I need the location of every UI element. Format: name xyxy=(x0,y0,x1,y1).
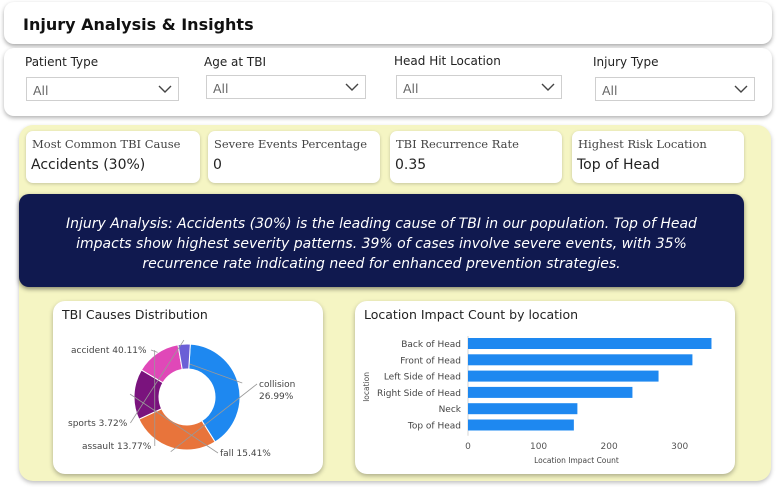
age-at-tbi-dropdown[interactable]: All xyxy=(206,75,366,99)
kpi-value: 0.35 xyxy=(395,157,427,173)
x-tick-label: 300 xyxy=(671,442,688,452)
filter-bar: Patient Type All Age at TBI All Head Hit… xyxy=(4,48,772,116)
page-title: Injury Analysis & Insights xyxy=(23,15,254,34)
slice-label-accident: accident 40.11% xyxy=(71,346,147,356)
insight-text: Injury Analysis: Accidents (30%) is the … xyxy=(66,216,697,272)
category-label: Left Side of Head xyxy=(384,373,461,383)
slice-label-sports: sports 3.72% xyxy=(68,419,128,429)
header-bar: Injury Analysis & Insights xyxy=(4,2,772,44)
kpi-label: Most Common TBI Cause xyxy=(32,137,181,151)
kpi-value: Top of Head xyxy=(577,157,660,173)
chevron-down-icon xyxy=(158,85,172,93)
category-label: Neck xyxy=(439,405,462,415)
category-label: Right Side of Head xyxy=(377,389,461,399)
bar-left-side-of-head[interactable] xyxy=(468,370,659,382)
kpi-label: Severe Events Percentage xyxy=(214,137,368,151)
bar-back-of-head[interactable] xyxy=(468,338,712,349)
chevron-down-icon xyxy=(734,85,748,93)
dropdown-value: All xyxy=(403,81,419,96)
slice-leader-fall xyxy=(129,393,219,454)
dropdown-value: All xyxy=(602,83,618,98)
patient-type-dropdown[interactable]: All xyxy=(26,77,179,101)
bar-front-of-head[interactable] xyxy=(468,354,693,366)
bar-top-of-head[interactable] xyxy=(468,419,574,431)
dropdown-value: All xyxy=(33,83,49,98)
tbi-causes-card: TBI Causes Distribution accident 40.11% c… xyxy=(53,301,323,474)
location-impact-card: Location Impact Count by location Back o… xyxy=(355,301,735,474)
x-tick-label: 0 xyxy=(465,442,471,452)
filter-label: Age at TBI xyxy=(204,55,266,69)
kpi-card-severe-events: Severe Events Percentage 0 xyxy=(208,131,380,183)
x-axis-title: Location Impact Count xyxy=(534,456,619,465)
kpi-label: TBI Recurrence Rate xyxy=(396,137,519,151)
x-tick-label: 200 xyxy=(601,442,618,452)
filter-label: Patient Type xyxy=(25,55,99,69)
kpi-card-recurrence-rate: TBI Recurrence Rate 0.35 xyxy=(390,131,562,183)
insight-banner: Injury Analysis: Accidents (30%) is the … xyxy=(19,194,744,287)
bar-neck[interactable] xyxy=(468,403,578,415)
filter-label: Injury Type xyxy=(593,55,659,69)
head-hit-location-dropdown[interactable]: All xyxy=(396,75,562,99)
chevron-down-icon xyxy=(345,83,359,91)
category-label: Front of Head xyxy=(400,356,461,366)
chart-title: TBI Causes Distribution xyxy=(62,307,208,322)
bar-chart: Back of Head Front of Head Left Side of He… xyxy=(362,336,712,465)
chart-title: Location Impact Count by location xyxy=(364,307,579,322)
y-axis-title: location xyxy=(362,372,371,402)
kpi-label: Highest Risk Location xyxy=(578,137,707,151)
donut-slice-sports[interactable] xyxy=(177,343,191,370)
dropdown-value: All xyxy=(213,81,229,96)
category-label: Top of Head xyxy=(407,422,461,432)
chevron-down-icon xyxy=(541,83,555,91)
donut-chart: accident 40.11% collision 26.99% fall 15.41… xyxy=(68,339,295,459)
slice-label-assault: assault 13.77% xyxy=(82,442,152,452)
injury-type-dropdown[interactable]: All xyxy=(595,77,755,101)
slice-label-collision: collision 26.99% xyxy=(259,380,295,402)
category-label: Back of Head xyxy=(401,340,461,350)
x-tick-label: 100 xyxy=(530,442,547,452)
bar-right-side-of-head[interactable] xyxy=(468,386,633,398)
kpi-value: 0 xyxy=(213,157,222,173)
filter-label: Head Hit Location xyxy=(394,54,501,68)
slice-leader-sports xyxy=(130,339,185,424)
slice-label-fall: fall 15.41% xyxy=(220,449,271,459)
kpi-card-common-cause: Most Common TBI Cause Accidents (30%) xyxy=(26,131,200,183)
kpi-card-highest-risk: Highest Risk Location Top of Head xyxy=(572,131,744,183)
slice-leader-collision xyxy=(170,383,258,452)
kpi-value: Accidents (30%) xyxy=(31,157,146,173)
